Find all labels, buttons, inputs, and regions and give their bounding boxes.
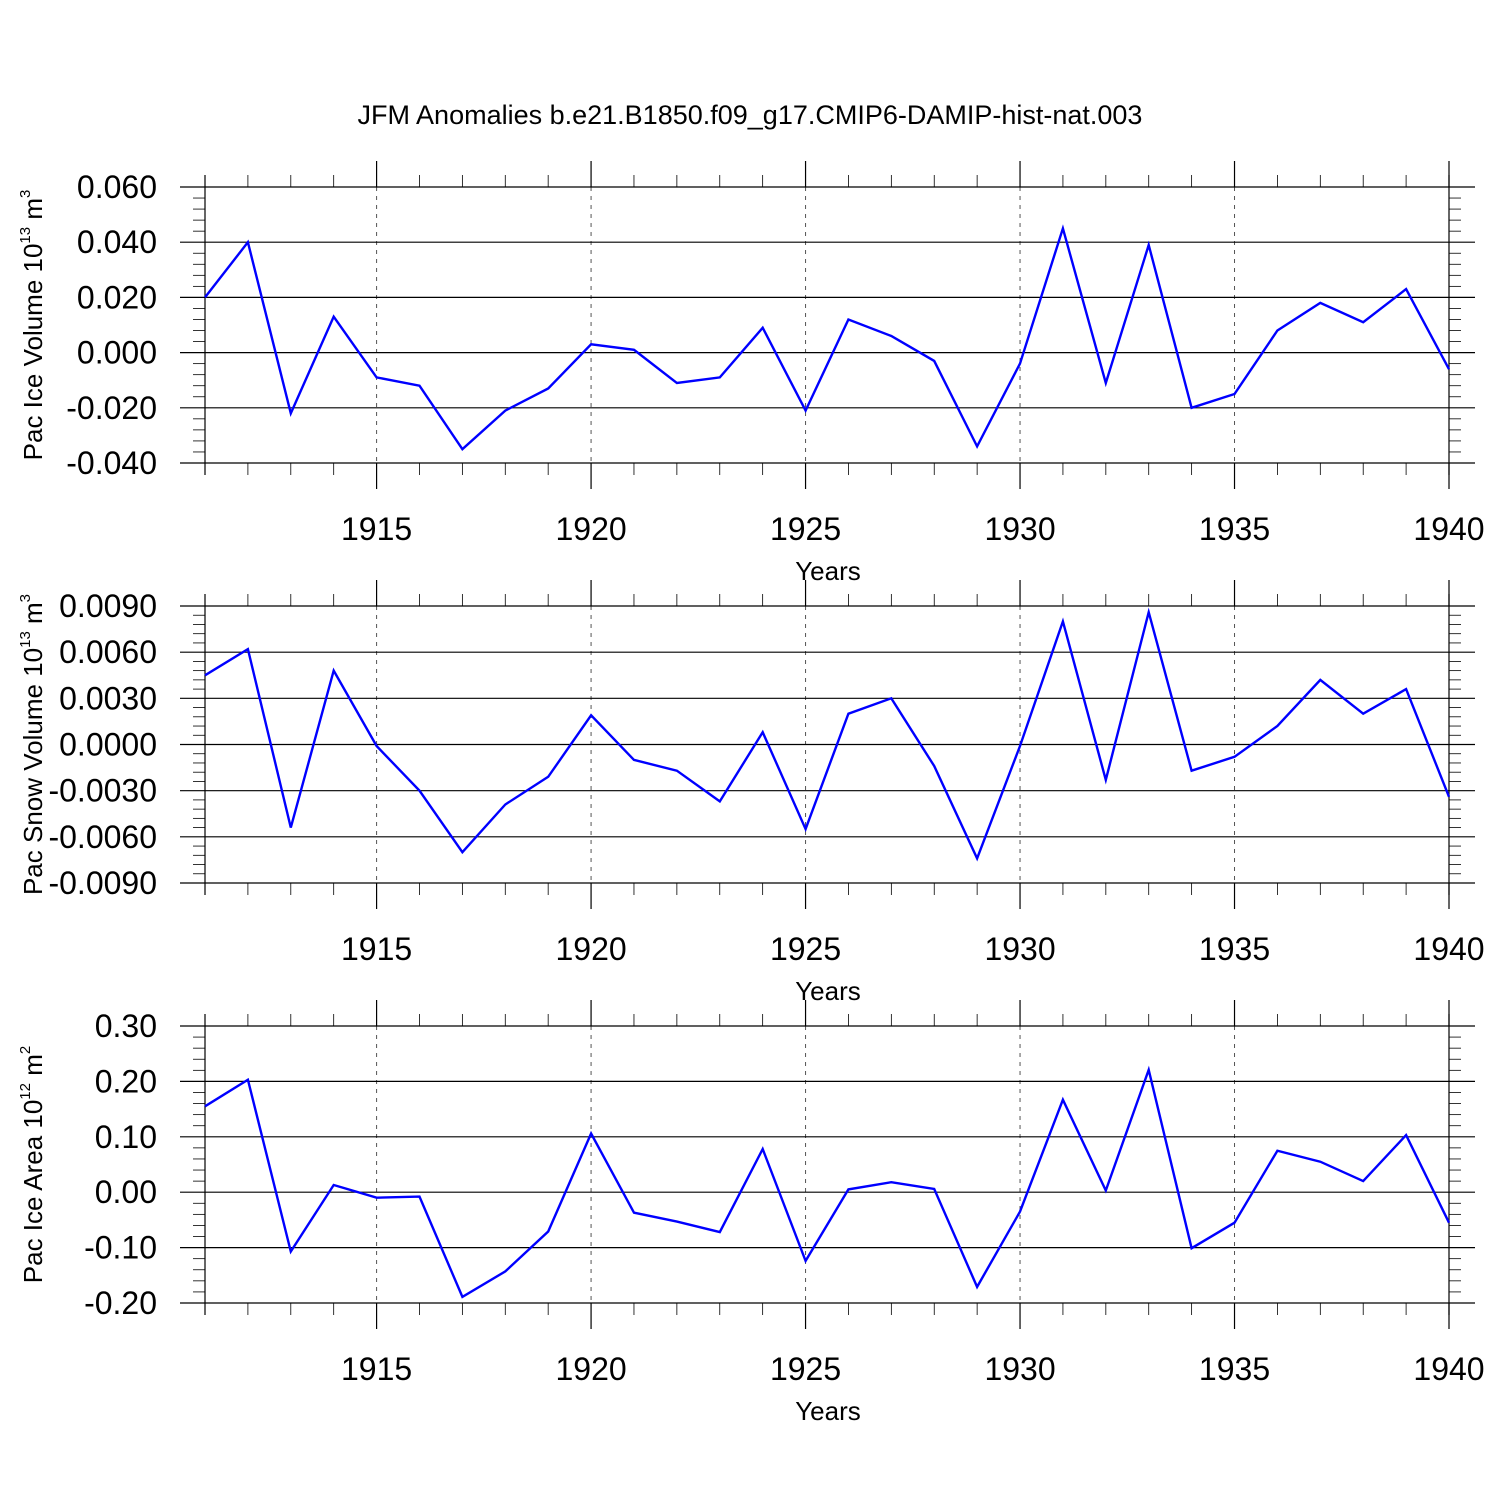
x-tick-label: 1940 bbox=[1413, 1351, 1484, 1387]
x-tick-label: 1920 bbox=[555, 1351, 626, 1387]
series-line bbox=[204, 1065, 1451, 1299]
panel-1: 0.060 0.040 0.020 0.000 -0.020 -0.040 1915 1920… bbox=[17, 161, 1485, 586]
x-tick-label: 1915 bbox=[341, 1351, 412, 1387]
y-tick-label: 0.20 bbox=[95, 1063, 157, 1099]
y-tick-label: -0.0030 bbox=[48, 773, 157, 809]
y-tick-label: 0.0000 bbox=[59, 727, 157, 763]
y-tick-label: 0.020 bbox=[77, 279, 157, 315]
y-tick-label: 0.040 bbox=[77, 224, 157, 260]
y-tick-label: 0.00 bbox=[95, 1174, 157, 1210]
y-tick-label: 0.0060 bbox=[59, 634, 157, 670]
x-tick-label: 1930 bbox=[984, 931, 1055, 967]
y-tick-label: -0.10 bbox=[84, 1230, 157, 1266]
x-tick-label: 1925 bbox=[770, 1351, 841, 1387]
y-tick-label: -0.040 bbox=[66, 445, 157, 481]
series-line bbox=[204, 224, 1451, 452]
y-tick-label: -0.20 bbox=[84, 1285, 157, 1321]
y-axis-label: Pac Snow Volume 1013 m3 bbox=[17, 594, 48, 895]
y-tick-label: 0.000 bbox=[77, 335, 157, 371]
y-tick-label: -0.0090 bbox=[48, 865, 157, 901]
x-tick-label: 1940 bbox=[1413, 511, 1484, 547]
x-tick-label: 1935 bbox=[1199, 931, 1270, 967]
y-axis-label: Pac Ice Area 1012 m2 bbox=[17, 1046, 48, 1283]
x-tick-label: 1930 bbox=[984, 1351, 1055, 1387]
series-line bbox=[204, 607, 1451, 862]
x-tick-label: 1935 bbox=[1199, 1351, 1270, 1387]
y-tick-label: -0.020 bbox=[66, 390, 157, 426]
x-tick-label: 1925 bbox=[770, 511, 841, 547]
x-tick-label: 1915 bbox=[341, 511, 412, 547]
x-tick-label: 1920 bbox=[555, 931, 626, 967]
y-tick-label: 0.0030 bbox=[59, 680, 157, 716]
y-axis-label: Pac Ice Volume 1013 m3 bbox=[17, 190, 48, 461]
y-tick-label: -0.0060 bbox=[48, 819, 157, 855]
y-tick-label: 0.060 bbox=[77, 169, 157, 205]
figure-title: JFM Anomalies b.e21.B1850.f09_g17.CMIP6-… bbox=[358, 100, 1143, 130]
panel-2: 0.0090 0.0060 0.0030 0.0000 -0.0030 -0.0060 -0… bbox=[17, 580, 1485, 1006]
y-tick-label: 0.10 bbox=[95, 1119, 157, 1155]
x-tick-label: 1930 bbox=[984, 511, 1055, 547]
y-tick-label: 0.0090 bbox=[59, 588, 157, 624]
x-tick-label: 1915 bbox=[341, 931, 412, 967]
x-axis-label: Years bbox=[795, 1396, 861, 1426]
x-tick-label: 1925 bbox=[770, 931, 841, 967]
x-tick-label: 1935 bbox=[1199, 511, 1270, 547]
y-tick-label: 0.30 bbox=[95, 1008, 157, 1044]
panel-3: 0.30 0.20 0.10 0.00 -0.10 -0.20 1915 1920 1925 19… bbox=[17, 1000, 1485, 1426]
x-tick-label: 1920 bbox=[555, 511, 626, 547]
x-tick-label: 1940 bbox=[1413, 931, 1484, 967]
